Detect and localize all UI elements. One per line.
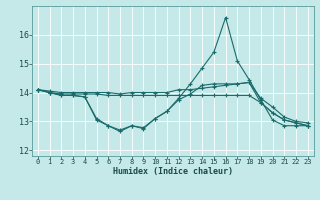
X-axis label: Humidex (Indice chaleur): Humidex (Indice chaleur) [113,167,233,176]
